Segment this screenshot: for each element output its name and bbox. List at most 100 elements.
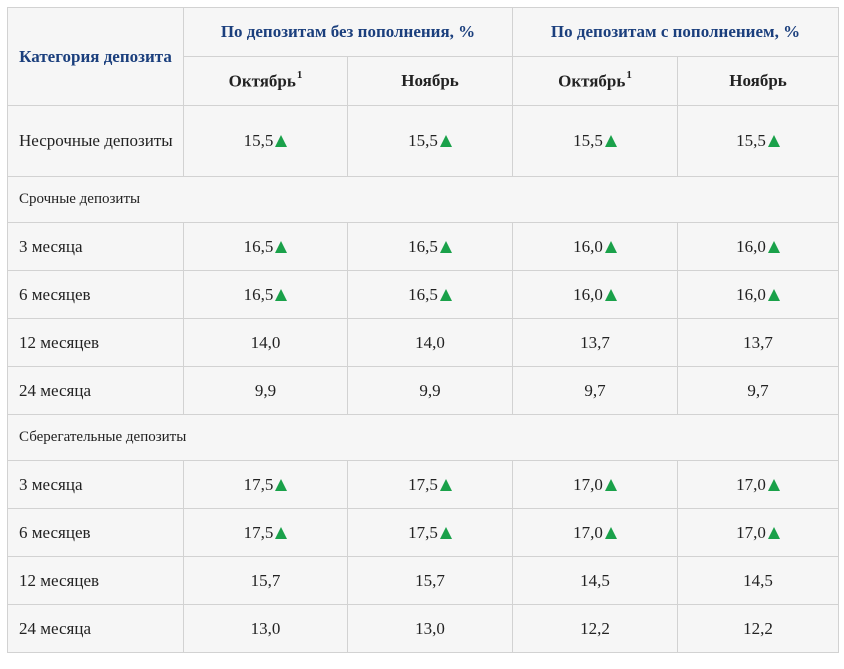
rate-cell: 17,5 bbox=[183, 460, 348, 509]
rate-value: 15,5 bbox=[736, 131, 766, 150]
rate-cell: 15,7 bbox=[183, 556, 348, 605]
rate-value: 17,0 bbox=[736, 474, 766, 494]
group-header-without-topup: По депозитам без пополнения, % bbox=[183, 7, 513, 57]
rate-cell: 9,7 bbox=[677, 366, 839, 415]
month-header-november-with: Ноябрь bbox=[677, 56, 839, 106]
table-row: 6 месяцев 17,5 17,5 17,0 17,0 bbox=[7, 508, 839, 557]
month-label: Октябрь bbox=[558, 71, 626, 91]
rate-cell: 13,0 bbox=[183, 604, 348, 653]
rate-value: 13,0 bbox=[250, 618, 281, 638]
section-term-deposits: Срочные депозиты bbox=[7, 176, 839, 223]
rate-cell: 15,7 bbox=[347, 556, 513, 605]
rate-value: 13,0 bbox=[415, 618, 445, 638]
rate-cell: 16,5 bbox=[347, 222, 513, 271]
header-row-months: Октябрь1 Ноябрь Октябрь1 Ноябрь bbox=[8, 56, 839, 106]
table-row: 3 месяца 16,5 16,5 16,0 16,0 bbox=[7, 222, 839, 271]
rate-cell: 15,5 bbox=[512, 105, 678, 177]
rate-cell: 17,0 bbox=[677, 460, 839, 509]
triangle-up-icon bbox=[275, 240, 288, 253]
rate-cell: 16,0 bbox=[512, 222, 678, 271]
rate-value: 13,7 bbox=[743, 332, 773, 352]
table-row: 3 месяца 17,5 17,5 17,0 17,0 bbox=[7, 460, 839, 509]
rate-value: 16,0 bbox=[736, 236, 766, 256]
term-row-label: 12 месяцев bbox=[7, 318, 184, 367]
rate-cell: 9,7 bbox=[512, 366, 678, 415]
rate-cell: 15,5 bbox=[183, 105, 348, 177]
rate-value: 15,7 bbox=[415, 570, 445, 590]
savings-row-label: 3 месяца bbox=[7, 460, 184, 509]
table-row: 24 месяца 13,0 13,0 12,2 12,2 bbox=[7, 604, 839, 653]
term-row-label: 3 месяца bbox=[7, 222, 184, 271]
triangle-up-icon bbox=[767, 288, 780, 301]
rate-cell: 16,5 bbox=[183, 270, 348, 319]
rate-cell: 9,9 bbox=[183, 366, 348, 415]
section-savings-deposits-label: Сберегательные депозиты bbox=[7, 414, 839, 461]
rate-value: 15,5 bbox=[408, 131, 438, 150]
footnote-marker: 1 bbox=[626, 68, 632, 81]
triangle-up-icon bbox=[439, 288, 452, 301]
rate-value: 13,7 bbox=[580, 332, 610, 352]
table-row: 12 месяцев 14,0 14,0 13,7 13,7 bbox=[7, 318, 839, 367]
rate-cell: 17,5 bbox=[347, 460, 513, 509]
table-row: 12 месяцев 15,7 15,7 14,5 14,5 bbox=[7, 556, 839, 605]
rate-value: 17,0 bbox=[573, 474, 603, 494]
rate-cell: 16,0 bbox=[677, 222, 839, 271]
table-row: Несрочные депозиты 15,5 15,5 15,5 15,5 bbox=[7, 105, 839, 177]
rate-value: 12,2 bbox=[743, 618, 773, 638]
triangle-up-icon bbox=[439, 240, 452, 253]
triangle-up-icon bbox=[604, 288, 617, 301]
rate-cell: 13,7 bbox=[677, 318, 839, 367]
term-row-label: 6 месяцев bbox=[7, 270, 184, 319]
rate-value: 15,5 bbox=[243, 131, 274, 150]
rate-cell: 14,5 bbox=[512, 556, 678, 605]
rate-cell: 17,5 bbox=[183, 508, 348, 557]
triangle-up-icon bbox=[275, 526, 288, 539]
savings-row-label: 6 месяцев bbox=[7, 508, 184, 557]
triangle-up-icon bbox=[767, 478, 780, 491]
month-header-october-with: Октябрь1 bbox=[512, 56, 678, 106]
rate-value: 14,0 bbox=[250, 332, 281, 352]
month-header-november-without: Ноябрь bbox=[347, 56, 513, 106]
triangle-up-icon bbox=[767, 526, 780, 539]
rate-cell: 17,0 bbox=[677, 508, 839, 557]
triangle-up-icon bbox=[767, 135, 780, 147]
triangle-up-icon bbox=[604, 526, 617, 539]
demand-deposits-body: Несрочные депозиты 15,5 15,5 15,5 15,5 bbox=[7, 105, 839, 177]
group-header-with-topup: По депозитам с пополнением, % bbox=[512, 7, 839, 57]
triangle-up-icon bbox=[604, 478, 617, 491]
rate-value: 17,0 bbox=[736, 522, 766, 542]
rate-value: 17,0 bbox=[573, 522, 603, 542]
section-savings-deposits: Сберегательные депозиты bbox=[7, 414, 839, 461]
rate-value: 14,5 bbox=[580, 570, 610, 590]
deposit-rates-table: Категория депозита По депозитам без попо… bbox=[7, 7, 839, 653]
rate-cell: 12,2 bbox=[677, 604, 839, 653]
triangle-up-icon bbox=[767, 240, 780, 253]
rate-value: 16,0 bbox=[573, 236, 603, 256]
rate-value: 12,2 bbox=[580, 618, 610, 638]
rate-value: 17,5 bbox=[408, 522, 438, 542]
rate-cell: 16,5 bbox=[347, 270, 513, 319]
triangle-up-icon bbox=[439, 526, 452, 539]
rate-value: 9,9 bbox=[254, 380, 277, 400]
rate-cell: 13,7 bbox=[512, 318, 678, 367]
savings-row-label: 24 месяца bbox=[7, 604, 184, 653]
month-label: Октябрь bbox=[228, 71, 296, 91]
rate-value: 14,5 bbox=[743, 570, 773, 590]
category-header: Категория депозита bbox=[7, 7, 184, 106]
rate-value: 9,7 bbox=[584, 380, 606, 400]
table-row: 24 месяца 9,9 9,9 9,7 9,7 bbox=[7, 366, 839, 415]
demand-row-label: Несрочные депозиты bbox=[7, 105, 184, 177]
rate-cell: 16,0 bbox=[512, 270, 678, 319]
deposit-rates-table-container: Категория депозита По депозитам без попо… bbox=[7, 7, 839, 653]
rate-cell: 14,0 bbox=[183, 318, 348, 367]
term-row-label: 24 месяца bbox=[7, 366, 184, 415]
rate-cell: 17,0 bbox=[512, 508, 678, 557]
rate-value: 16,5 bbox=[243, 284, 274, 304]
rate-cell: 13,0 bbox=[347, 604, 513, 653]
rate-cell: 9,9 bbox=[347, 366, 513, 415]
triangle-up-icon bbox=[275, 478, 288, 491]
triangle-up-icon bbox=[604, 135, 617, 147]
rate-cell: 12,2 bbox=[512, 604, 678, 653]
term-deposits-body: Срочные депозиты 3 месяца 16,5 16,5 16,0 16,0… bbox=[7, 176, 839, 415]
rate-value: 16,0 bbox=[736, 284, 766, 304]
